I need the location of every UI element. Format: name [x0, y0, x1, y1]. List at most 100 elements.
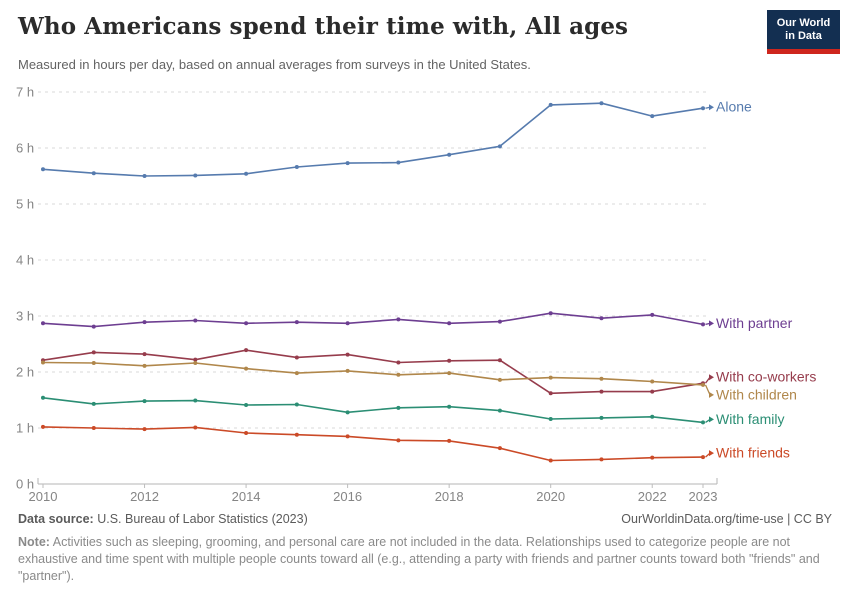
series-point-with-friends[interactable] [650, 455, 655, 460]
series-point-with-co-workers[interactable] [142, 352, 147, 357]
series-line-with-family[interactable] [42, 397, 704, 424]
series-point-with-family[interactable] [701, 420, 705, 425]
series-point-with-family[interactable] [650, 414, 655, 419]
series-label-with-friends[interactable]: With friends [716, 445, 790, 461]
series-point-with-co-workers[interactable] [497, 358, 502, 363]
series-label-with-children[interactable]: With children [716, 386, 797, 402]
series-point-with-family[interactable] [599, 415, 604, 420]
series-point-alone[interactable] [548, 102, 553, 107]
series-point-with-family[interactable] [294, 402, 299, 407]
series-point-with-co-workers[interactable] [650, 389, 655, 394]
series-point-with-co-workers[interactable] [447, 358, 452, 363]
series-point-with-partner[interactable] [41, 321, 45, 326]
series-point-with-co-workers[interactable] [244, 348, 249, 353]
series-point-with-co-workers[interactable] [193, 357, 198, 362]
series-point-with-friends[interactable] [41, 424, 45, 429]
series-point-with-friends[interactable] [599, 457, 604, 462]
series-point-alone[interactable] [91, 171, 96, 176]
series-point-alone[interactable] [447, 152, 452, 157]
series-point-with-partner[interactable] [142, 320, 147, 325]
series-point-with-co-workers[interactable] [548, 391, 553, 396]
series-point-with-family[interactable] [447, 404, 452, 409]
series-point-with-family[interactable] [244, 403, 249, 408]
series-point-with-children[interactable] [294, 371, 299, 376]
series-point-with-children[interactable] [548, 375, 553, 380]
series-point-with-friends[interactable] [447, 438, 452, 443]
series-point-with-children[interactable] [701, 382, 705, 387]
series-line-alone[interactable] [42, 102, 704, 177]
series-point-with-friends[interactable] [142, 427, 147, 432]
series-point-with-partner[interactable] [345, 321, 350, 326]
series-point-with-children[interactable] [41, 360, 45, 365]
series-point-with-co-workers[interactable] [294, 355, 299, 360]
series-point-with-family[interactable] [91, 401, 96, 406]
series-point-with-partner[interactable] [244, 321, 249, 326]
series-point-with-children[interactable] [345, 368, 350, 373]
series-point-with-family[interactable] [41, 395, 45, 400]
series-point-with-family[interactable] [396, 405, 401, 410]
series-point-with-partner[interactable] [497, 319, 502, 324]
series-point-with-partner[interactable] [701, 322, 705, 327]
series-point-with-children[interactable] [193, 361, 198, 366]
series-label-with-partner[interactable]: With partner [716, 315, 793, 331]
series-point-with-children[interactable] [599, 376, 604, 381]
series-point-with-friends[interactable] [345, 434, 350, 439]
series-point-alone[interactable] [701, 106, 705, 111]
series-line-with-partner[interactable] [42, 312, 704, 328]
y-tick-label: 2 h [16, 365, 34, 380]
series-point-with-partner[interactable] [396, 317, 401, 322]
series-point-with-friends[interactable] [91, 426, 96, 430]
series-label-with-co-workers[interactable]: With co-workers [716, 369, 816, 385]
series-point-with-family[interactable] [548, 417, 553, 422]
series-point-with-children[interactable] [142, 363, 147, 368]
series-point-with-family[interactable] [345, 410, 350, 415]
series-point-with-children[interactable] [91, 361, 96, 366]
series-point-with-partner[interactable] [91, 324, 96, 329]
credit-link[interactable]: OurWorldinData.org/time-use | CC BY [621, 512, 832, 526]
series-label-with-family[interactable]: With family [716, 411, 784, 427]
series-point-alone[interactable] [142, 174, 147, 178]
series-point-with-co-workers[interactable] [91, 350, 96, 355]
series-point-with-children[interactable] [650, 379, 655, 384]
x-tick-label: 2014 [232, 489, 261, 504]
series-point-alone[interactable] [650, 114, 655, 119]
series-point-alone[interactable] [599, 101, 604, 106]
series-point-with-family[interactable] [193, 398, 198, 403]
owid-logo[interactable]: Our World in Data [767, 10, 840, 54]
series-point-with-partner[interactable] [294, 320, 299, 325]
series-point-with-friends[interactable] [396, 438, 401, 443]
series-point-with-friends[interactable] [244, 431, 249, 436]
series-point-alone[interactable] [345, 161, 350, 166]
series-point-with-family[interactable] [142, 399, 147, 404]
series-point-with-partner[interactable] [650, 312, 655, 317]
series-point-with-children[interactable] [396, 372, 401, 377]
series-line-with-children[interactable] [42, 361, 704, 386]
series-point-with-family[interactable] [497, 408, 502, 413]
series-point-with-partner[interactable] [193, 318, 198, 323]
series-point-alone[interactable] [396, 160, 401, 165]
series-line-with-co-workers[interactable] [42, 349, 704, 395]
series-point-alone[interactable] [193, 173, 198, 178]
series-point-alone[interactable] [244, 171, 249, 176]
series-point-with-friends[interactable] [294, 432, 299, 437]
series-point-alone[interactable] [41, 167, 45, 172]
series-line-with-friends[interactable] [42, 426, 704, 462]
series-point-alone[interactable] [497, 144, 502, 149]
series-point-with-friends[interactable] [548, 458, 553, 463]
series-point-with-children[interactable] [497, 377, 502, 382]
series-point-with-partner[interactable] [548, 311, 553, 316]
series-point-with-children[interactable] [244, 366, 249, 371]
x-tick-label: 2020 [536, 489, 565, 504]
series-point-with-co-workers[interactable] [396, 360, 401, 365]
series-point-with-friends[interactable] [193, 425, 198, 430]
series-point-with-partner[interactable] [447, 321, 452, 326]
series-point-with-children[interactable] [447, 371, 452, 376]
series-point-with-partner[interactable] [599, 316, 604, 321]
series-point-with-friends[interactable] [701, 455, 705, 460]
series-point-with-co-workers[interactable] [599, 389, 604, 394]
series-point-alone[interactable] [294, 165, 299, 170]
series-point-with-co-workers[interactable] [345, 352, 350, 357]
series-label-arrow-icon [709, 391, 714, 398]
series-label-alone[interactable]: Alone [716, 99, 752, 115]
series-point-with-friends[interactable] [497, 446, 502, 451]
